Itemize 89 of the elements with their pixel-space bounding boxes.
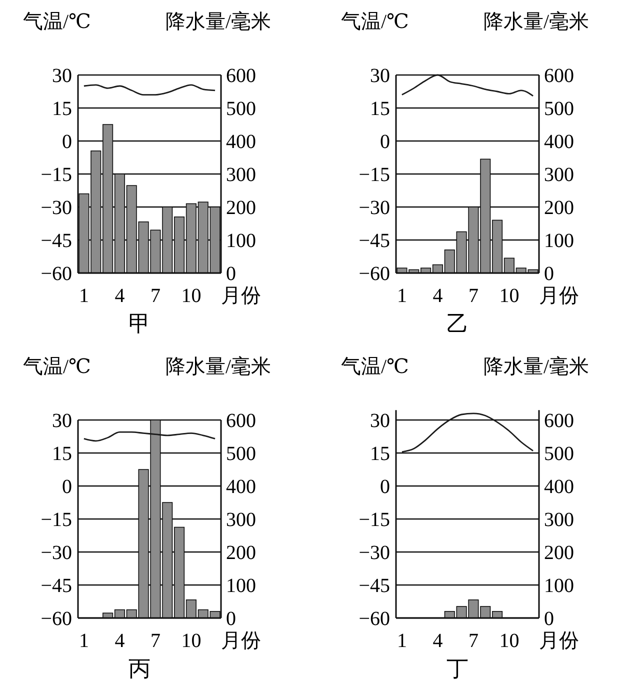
y2-tick-label: 300	[226, 509, 256, 531]
y2-tick-label: 200	[226, 197, 256, 219]
y-tick-label: 30	[370, 65, 390, 87]
x-tick-label: 4	[432, 285, 443, 307]
text: 乙	[446, 311, 468, 336]
y-axis-title: 气温/℃	[23, 11, 91, 33]
x-tick-label: 10	[181, 630, 202, 652]
y-tick-label: 15	[52, 98, 72, 120]
y-tick-label: −30	[358, 542, 390, 564]
y-tick-label: −30	[40, 197, 72, 219]
y2-tick-label: 0	[544, 608, 554, 630]
x-tick-label: 10	[181, 285, 202, 307]
y-tick-label: 15	[370, 98, 390, 120]
y-tick-label: −15	[358, 164, 390, 186]
x-tick-label: 7	[150, 285, 160, 307]
y2-axis-title: 降水量/毫米	[165, 10, 271, 33]
y-tick-label: −30	[40, 542, 72, 564]
y2-tick-label: 200	[226, 542, 256, 564]
y2-tick-label: 0	[226, 608, 236, 630]
x-axis-title: 月份	[539, 630, 579, 652]
y2-tick-label: 400	[544, 131, 574, 153]
y2-tick-label: 300	[544, 164, 574, 186]
text: 丙	[128, 656, 150, 681]
x-axis-title: 月份	[221, 285, 261, 307]
y-tick-label: 0	[62, 131, 72, 153]
y-tick-label: 0	[62, 476, 72, 498]
x-tick-label: 7	[468, 285, 478, 307]
y-axis-title: 气温/℃	[341, 356, 409, 378]
y-tick-label: −15	[40, 509, 72, 531]
x-axis-title: 月份	[539, 285, 579, 307]
y2-tick-label: 600	[544, 410, 574, 432]
y-tick-label: −15	[358, 509, 390, 531]
y2-tick-label: 200	[544, 542, 574, 564]
y-tick-label: −60	[40, 263, 72, 285]
y-axis-title: 气温/℃	[23, 356, 91, 378]
x-tick-label: 7	[468, 630, 478, 652]
y-tick-label: −45	[40, 575, 72, 597]
y2-tick-label: 600	[226, 65, 256, 87]
y-tick-label: −30	[358, 197, 390, 219]
y2-tick-label: 600	[226, 410, 256, 432]
y2-tick-label: 500	[226, 443, 256, 465]
y2-tick-label: 100	[544, 230, 574, 252]
x-tick-label: 7	[150, 630, 160, 652]
y-tick-label: −45	[358, 575, 390, 597]
x-tick-label: 10	[499, 630, 520, 652]
y2-axis-title: 降水量/毫米	[483, 355, 589, 378]
y-tick-label: 30	[52, 65, 72, 87]
y-tick-label: 30	[52, 410, 72, 432]
y2-tick-label: 100	[544, 575, 574, 597]
y2-axis-title: 降水量/毫米	[483, 10, 589, 33]
y2-tick-label: 400	[226, 476, 256, 498]
y2-tick-label: 300	[544, 509, 574, 531]
y2-tick-label: 600	[544, 65, 574, 87]
x-tick-label: 1	[396, 630, 407, 652]
y2-tick-label: 100	[226, 230, 256, 252]
y-tick-label: 30	[370, 410, 390, 432]
y-tick-label: 15	[370, 443, 390, 465]
y2-tick-label: 400	[544, 476, 574, 498]
x-tick-label: 4	[114, 630, 125, 652]
y-tick-label: −60	[40, 608, 72, 630]
y2-tick-label: 300	[226, 164, 256, 186]
x-tick-label: 10	[499, 285, 520, 307]
y-tick-label: −60	[358, 608, 390, 630]
y2-tick-label: 100	[226, 575, 256, 597]
x-tick-label: 1	[78, 630, 89, 652]
y2-tick-label: 500	[544, 443, 574, 465]
y2-tick-label: 0	[226, 263, 236, 285]
y-tick-label: −45	[358, 230, 390, 252]
y-tick-label: 0	[380, 476, 390, 498]
y-tick-label: 0	[380, 131, 390, 153]
x-tick-label: 1	[78, 285, 89, 307]
x-tick-label: 4	[114, 285, 125, 307]
x-tick-label: 1	[396, 285, 407, 307]
y2-tick-label: 0	[544, 263, 554, 285]
y2-axis-title: 降水量/毫米	[165, 355, 271, 378]
y-tick-label: 15	[52, 443, 72, 465]
y2-tick-label: 500	[226, 98, 256, 120]
y-tick-label: −15	[40, 164, 72, 186]
y2-tick-label: 200	[544, 197, 574, 219]
x-tick-label: 4	[432, 630, 443, 652]
x-axis-title: 月份	[221, 630, 261, 652]
y-axis-title: 气温/℃	[341, 11, 409, 33]
y-tick-label: −45	[40, 230, 72, 252]
text: 丁	[446, 656, 468, 681]
y2-tick-label: 400	[226, 131, 256, 153]
y-tick-label: −60	[358, 263, 390, 285]
text: 甲	[128, 311, 150, 336]
y2-tick-label: 500	[544, 98, 574, 120]
line-series	[83, 84, 216, 96]
